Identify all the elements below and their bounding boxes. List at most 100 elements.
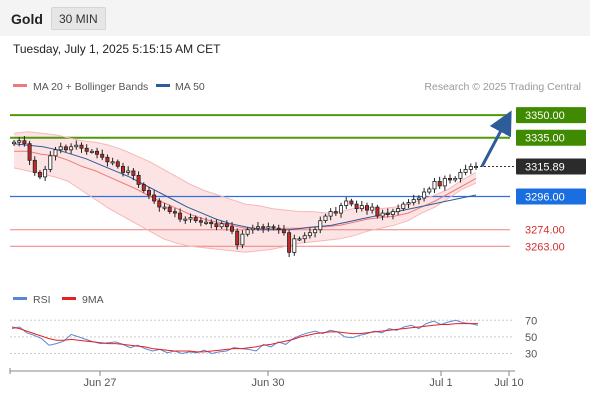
- rsi-ma-line: [11, 323, 478, 353]
- bullish-candle: [89, 150, 94, 153]
- bearish-candle: [152, 194, 157, 202]
- bullish-candle: [255, 226, 260, 229]
- bullish-candle: [74, 144, 79, 148]
- bearish-candle: [364, 205, 369, 211]
- bullish-candle: [302, 235, 307, 240]
- bearish-candle: [32, 159, 37, 173]
- bullish-candle: [468, 165, 473, 170]
- bullish-candle: [401, 203, 406, 210]
- bullish-candle: [11, 141, 16, 145]
- bullish-candle: [126, 170, 131, 173]
- projection-layer: [476, 110, 514, 168]
- bullish-candle: [58, 146, 63, 151]
- bearish-candle: [209, 221, 214, 225]
- bullish-candle: [370, 206, 375, 211]
- bearish-candle: [141, 184, 146, 191]
- bullish-candle: [313, 229, 318, 234]
- bullish-candle: [359, 205, 364, 210]
- bullish-candle: [292, 238, 297, 253]
- level-labels-layer: 3350.00 3335.00 3296.00 3274.00 3263.00 3315.…: [516, 107, 586, 253]
- bearish-candle: [281, 229, 286, 234]
- bearish-candle: [229, 226, 234, 232]
- bearish-candle: [276, 227, 281, 231]
- bearish-candle: [27, 143, 32, 161]
- bearish-candle: [121, 165, 126, 173]
- bollinger-upper-line: [13, 131, 477, 214]
- bullish-candle: [69, 146, 74, 151]
- bullish-candle: [245, 229, 250, 235]
- bullish-candle: [318, 220, 323, 231]
- header-bar: Gold 30 MIN: [0, 0, 590, 36]
- bearish-candle: [261, 226, 266, 229]
- bullish-candle: [427, 188, 432, 193]
- ma50-legend-label: MA 50: [175, 81, 205, 93]
- bullish-candle: [323, 215, 328, 222]
- bollinger-band-layer: [14, 131, 476, 253]
- ma20-legend-swatch: [13, 84, 27, 87]
- bearish-candle: [157, 200, 162, 208]
- bearish-candle: [172, 211, 177, 214]
- bearish-candle: [333, 211, 338, 214]
- bullish-candle: [458, 171, 463, 179]
- bullish-candle: [406, 202, 411, 205]
- bearish-candle: [95, 150, 100, 155]
- bearish-candle: [198, 220, 203, 223]
- bearish-candle: [100, 153, 105, 158]
- bearish-candle: [193, 217, 198, 222]
- bearish-candle: [178, 212, 183, 220]
- research-credit: Research © 2025 Trading Central: [424, 81, 581, 93]
- bearish-candle: [84, 147, 89, 152]
- pivot-level-label: 3296.00: [525, 192, 565, 204]
- resistance-level-label: 3350.00: [525, 110, 565, 122]
- support-level-label: 3274.00: [525, 225, 565, 237]
- support-level-label: 3263.00: [525, 241, 565, 253]
- bearish-candle: [115, 161, 120, 167]
- bullish-candle: [219, 223, 224, 228]
- bullish-candle: [43, 168, 48, 178]
- bullish-candle: [338, 205, 343, 214]
- price-legend: MA 20 + Bollinger Bands MA 50 Research ©…: [13, 81, 581, 93]
- ma20-legend-label: MA 20 + Bollinger Bands: [33, 81, 148, 93]
- rsi-tick-label: 50: [525, 332, 537, 344]
- bearish-candle: [105, 156, 110, 163]
- rsi-legend-swatch: [13, 297, 27, 300]
- instrument-title: Gold: [11, 11, 43, 27]
- bearish-candle: [385, 212, 390, 216]
- rsi-tick-label: 30: [525, 349, 537, 361]
- bullish-candle: [240, 233, 245, 246]
- bearish-candle: [437, 180, 442, 187]
- rsi-tick-label: 70: [525, 315, 537, 327]
- x-tick-label: Jul 1: [429, 377, 452, 389]
- bearish-candle: [136, 174, 141, 185]
- rsi-ma-legend-label: 9MA: [82, 294, 104, 306]
- bearish-candle: [349, 200, 354, 205]
- bullish-candle: [396, 208, 401, 213]
- bearish-candle: [63, 146, 68, 151]
- rsi-legend: RSI 9MA: [13, 294, 104, 306]
- last-price-tag: [516, 158, 586, 175]
- bullish-candle: [463, 168, 468, 173]
- bearish-candle: [447, 177, 452, 181]
- bullish-candle: [250, 227, 255, 231]
- resistance-level-tag: [516, 129, 586, 146]
- rsi-legend-label: RSI: [33, 294, 51, 306]
- bullish-candle: [328, 211, 333, 217]
- bullish-candle: [110, 161, 115, 164]
- bearish-candle: [131, 170, 136, 176]
- bearish-candle: [146, 190, 151, 196]
- levels-layer: [10, 114, 510, 247]
- timeframe-badge[interactable]: 30 MIN: [51, 7, 106, 30]
- bullish-candle: [453, 177, 458, 181]
- price-panel: 3350.00 3335.00 3296.00 3274.00 3263.00 3315.…: [10, 107, 586, 258]
- bearish-candle: [375, 206, 380, 217]
- bearish-candle: [235, 230, 240, 246]
- bullish-candle: [183, 218, 188, 221]
- bullish-candle: [344, 200, 349, 206]
- bullish-candle: [422, 191, 427, 199]
- ma50-legend-swatch: [156, 84, 170, 87]
- bearish-candle: [271, 226, 276, 229]
- bearish-candle: [224, 223, 229, 228]
- bullish-candle: [162, 206, 167, 209]
- bullish-candle: [390, 211, 395, 216]
